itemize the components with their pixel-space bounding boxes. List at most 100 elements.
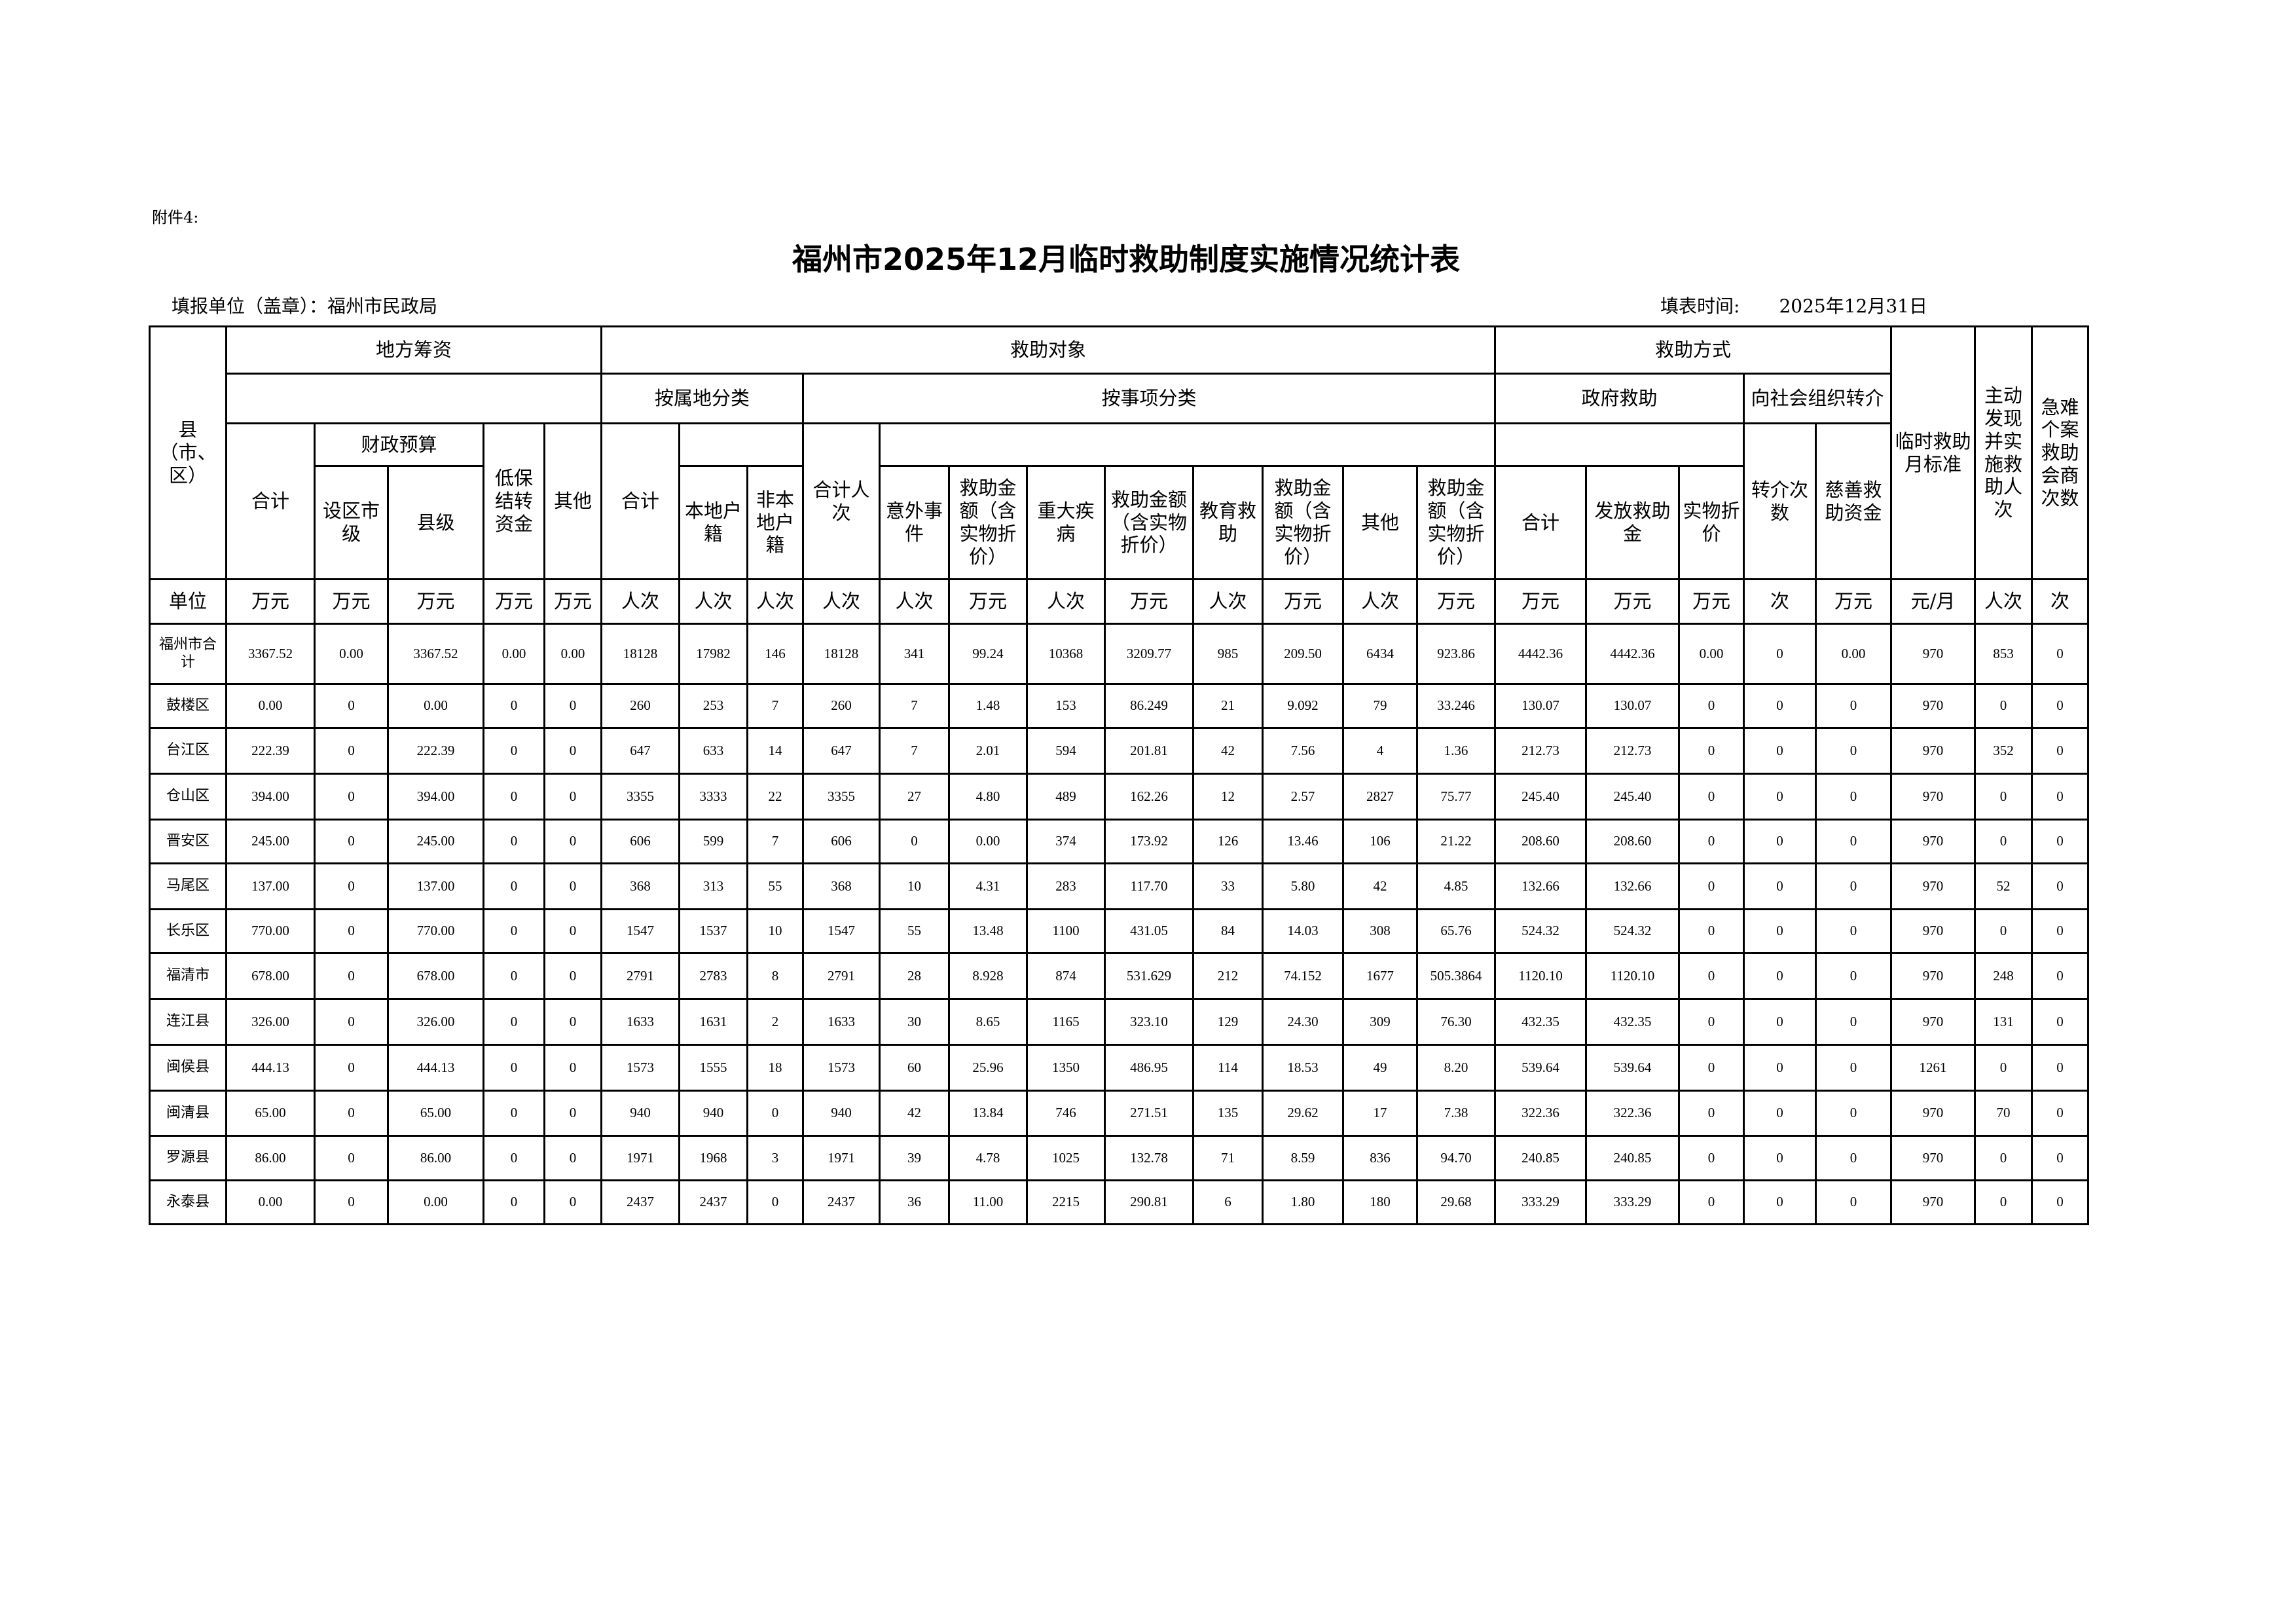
unit-cell: 元/月 bbox=[1890, 578, 1976, 625]
table-cell: 970 bbox=[1890, 683, 1976, 729]
table-cell: 27 bbox=[879, 773, 950, 821]
table-cell: 313 bbox=[678, 862, 748, 910]
table-cell: 0 bbox=[1678, 952, 1745, 1000]
table-cell: 0 bbox=[1678, 862, 1745, 910]
table-cell: 0 bbox=[746, 1090, 804, 1137]
table-cell: 746 bbox=[1026, 1090, 1106, 1137]
table-cell: 0 bbox=[483, 819, 545, 864]
table-cell: 65.00 bbox=[387, 1090, 484, 1137]
table-cell: 0 bbox=[543, 908, 602, 954]
table-cell: 0 bbox=[1743, 623, 1817, 685]
table-cell: 0.00 bbox=[387, 683, 484, 729]
table-cell: 0 bbox=[1743, 1044, 1817, 1092]
table-cell: 55 bbox=[746, 862, 804, 910]
table-cell: 126 bbox=[1192, 819, 1264, 864]
table-cell: 432.35 bbox=[1494, 998, 1587, 1046]
table-cell: 0.00 bbox=[948, 819, 1028, 864]
table-cell: 12 bbox=[1192, 773, 1264, 821]
table-cell: 853 bbox=[1974, 623, 2033, 685]
table-cell: 678.00 bbox=[225, 952, 316, 1000]
table-cell: 146 bbox=[746, 623, 804, 685]
table-cell: 0 bbox=[1743, 1179, 1817, 1225]
table-cell: 0 bbox=[1974, 1179, 2033, 1225]
table-cell: 1537 bbox=[678, 908, 748, 954]
unit-cell: 次 bbox=[2031, 578, 2089, 625]
table-cell: 505.3864 bbox=[1416, 952, 1496, 1000]
table-cell: 18128 bbox=[802, 623, 881, 685]
table-cell: 594 bbox=[1026, 727, 1106, 775]
table-cell: 13.46 bbox=[1262, 819, 1344, 864]
table-cell: 368 bbox=[600, 862, 680, 910]
table-cell: 0 bbox=[1815, 1044, 1892, 1092]
table-cell: 10 bbox=[746, 908, 804, 954]
table-cell: 212 bbox=[1192, 952, 1264, 1000]
col-illness-amount: 救助金额（含实物折价） bbox=[1104, 465, 1194, 580]
col-lf-total: 合计 bbox=[225, 422, 316, 580]
table-cell: 0 bbox=[543, 1044, 602, 1092]
table-cell: 431.05 bbox=[1104, 908, 1194, 954]
col-nonlocal-household: 非本地户籍 bbox=[746, 465, 804, 580]
table-cell: 260 bbox=[600, 683, 680, 729]
table-cell: 180 bbox=[1342, 1179, 1418, 1225]
table-cell: 1100 bbox=[1026, 908, 1106, 954]
table-cell: 0 bbox=[543, 819, 602, 864]
table-cell: 0 bbox=[1815, 1135, 1892, 1181]
table-row: 闽侯县 444.13 0 444.13 0 0 1573 1555 18 1573 60 25.96 1… bbox=[149, 1044, 2089, 1092]
table-cell: 86.00 bbox=[387, 1135, 484, 1181]
table-cell: 18 bbox=[746, 1044, 804, 1092]
table-cell: 13.48 bbox=[948, 908, 1028, 954]
table-cell: 4.31 bbox=[948, 862, 1028, 910]
col-methods: 救助方式 bbox=[1494, 325, 1892, 375]
table-cell: 201.81 bbox=[1104, 727, 1194, 775]
table-cell: 7 bbox=[746, 819, 804, 864]
table-cell: 923.86 bbox=[1416, 623, 1496, 685]
table-cell: 0.00 bbox=[225, 1179, 316, 1225]
table-cell: 970 bbox=[1890, 727, 1976, 775]
table-cell: 0.00 bbox=[543, 623, 602, 685]
table-cell: 99.24 bbox=[948, 623, 1028, 685]
table-cell: 17 bbox=[1342, 1090, 1418, 1137]
table-cell: 970 bbox=[1890, 998, 1976, 1046]
table-header: 县（市、区） 地方筹资 救助对象 救助方式 临时救助月标准 主动发现并实施救助人… bbox=[149, 325, 2089, 625]
table-cell: 606 bbox=[802, 819, 881, 864]
table-cell: 0 bbox=[483, 773, 545, 821]
table-cell: 368 bbox=[802, 862, 881, 910]
table-cell: 70 bbox=[1974, 1090, 2033, 1137]
fill-time-label: 填表时间: bbox=[1660, 295, 1740, 317]
table-cell: 1.48 bbox=[948, 683, 1028, 729]
table-cell: 0 bbox=[314, 1135, 389, 1181]
table-cell: 130.07 bbox=[1494, 683, 1587, 729]
unit-cell: 万元 bbox=[387, 578, 484, 625]
row-county-name: 马尾区 bbox=[149, 862, 227, 910]
table-cell: 0 bbox=[2031, 1135, 2089, 1181]
table-cell: 11.00 bbox=[948, 1179, 1028, 1225]
table-cell: 0 bbox=[483, 1179, 545, 1225]
table-cell: 39 bbox=[879, 1135, 950, 1181]
table-cell: 106 bbox=[1342, 819, 1418, 864]
table-cell: 7 bbox=[746, 683, 804, 729]
table-cell: 1120.10 bbox=[1585, 952, 1680, 1000]
table-cell: 114 bbox=[1192, 1044, 1264, 1092]
table-cell: 836 bbox=[1342, 1135, 1418, 1181]
table-cell: 0 bbox=[1743, 819, 1817, 864]
row-county-name: 晋安区 bbox=[149, 819, 227, 864]
table-cell: 135 bbox=[1192, 1090, 1264, 1137]
table-cell: 647 bbox=[600, 727, 680, 775]
row-county-name: 仓山区 bbox=[149, 773, 227, 821]
table-cell: 21.22 bbox=[1416, 819, 1496, 864]
table-cell: 970 bbox=[1890, 773, 1976, 821]
table-cell: 0 bbox=[543, 998, 602, 1046]
table-cell: 599 bbox=[678, 819, 748, 864]
blank-cell bbox=[678, 422, 804, 467]
table-cell: 0 bbox=[483, 1090, 545, 1137]
table-cell: 209.50 bbox=[1262, 623, 1344, 685]
table-cell: 76.30 bbox=[1416, 998, 1496, 1046]
table-cell: 309 bbox=[1342, 998, 1418, 1046]
table-cell: 86.249 bbox=[1104, 683, 1194, 729]
table-cell: 0 bbox=[314, 683, 389, 729]
table-body: 福州市合计 3367.52 0.00 3367.52 0.00 0.00 18128 1798… bbox=[149, 623, 2089, 1225]
table-cell: 4 bbox=[1342, 727, 1418, 775]
table-row: 长乐区 770.00 0 770.00 0 0 1547 1537 10 1547 55 13.48 1… bbox=[149, 908, 2089, 954]
table-cell: 0 bbox=[1743, 1135, 1817, 1181]
col-urgent-cases: 急难个案救助会商次数 bbox=[2031, 325, 2089, 580]
